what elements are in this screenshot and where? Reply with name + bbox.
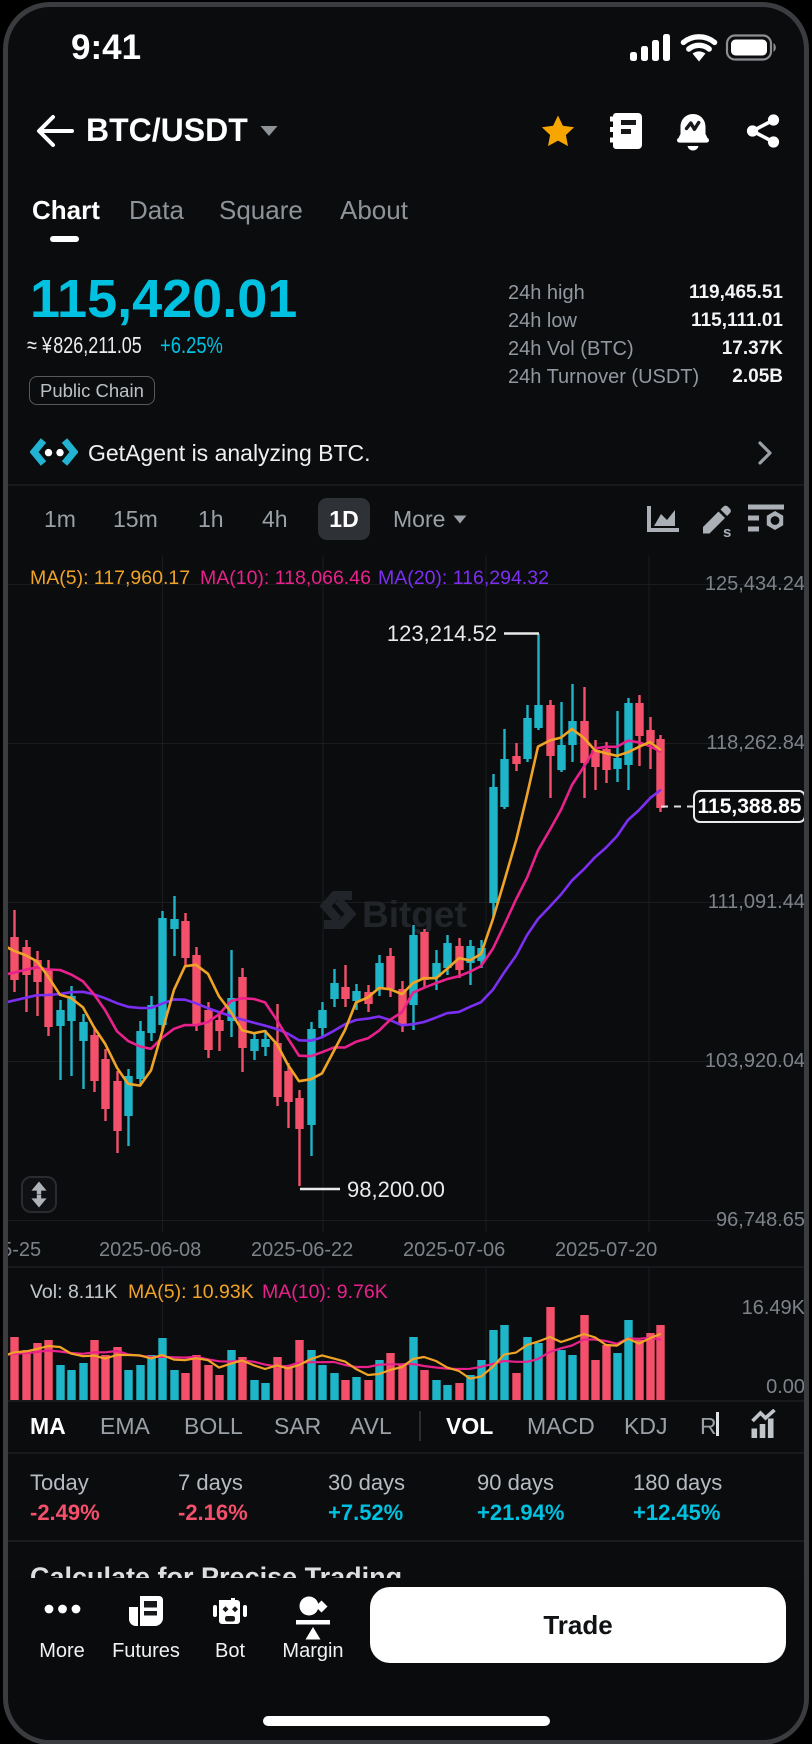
svg-text:s: s bbox=[723, 524, 731, 538]
